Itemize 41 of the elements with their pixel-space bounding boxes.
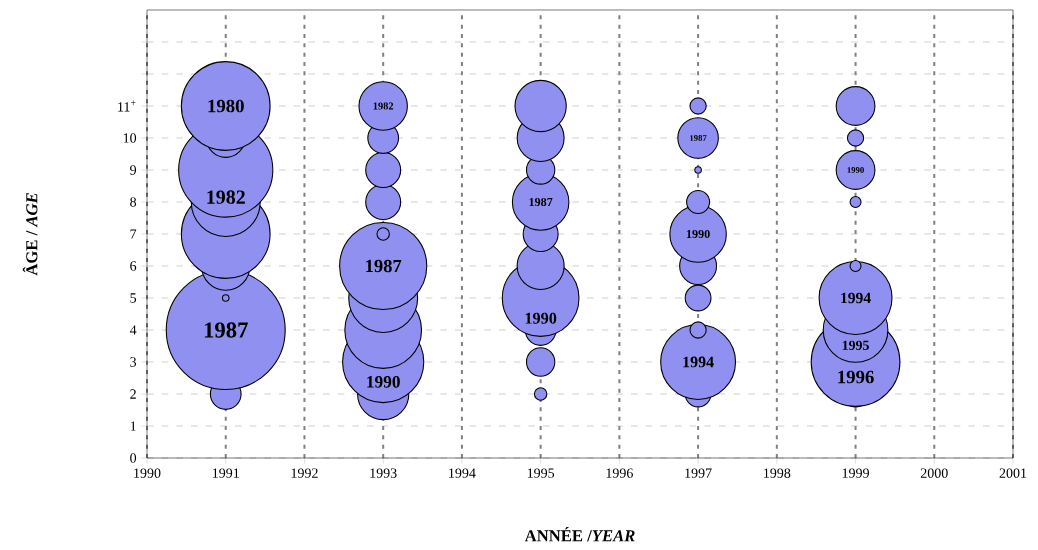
y-tick-label: 6 — [130, 261, 137, 271]
y-tick-label: 0 — [130, 453, 137, 463]
y-tick-label: 9 — [130, 165, 137, 175]
x-tick-label: 1990 — [134, 468, 161, 478]
y-tick-label: 8 — [130, 197, 137, 207]
annotation: 1987 — [204, 322, 248, 338]
annotation: 1982 — [373, 102, 394, 110]
annotation: 1987 — [366, 259, 402, 273]
x-tick-label: 1999 — [842, 468, 869, 478]
y-tick-label: 5 — [130, 293, 137, 303]
annotation: 1987 — [529, 197, 553, 207]
y-axis-title: ÂGE / AGE — [22, 193, 38, 276]
annotation: 1980 — [208, 99, 244, 113]
y-tick-label: 2 — [130, 389, 136, 399]
x-tick-label: 1997 — [685, 468, 712, 478]
x-tick-label: 1992 — [291, 468, 318, 478]
annotation: 1990 — [367, 376, 400, 388]
x-tick-label: 1995 — [527, 468, 555, 478]
annotation: 1990 — [686, 229, 710, 239]
annotation: 1996 — [838, 370, 874, 384]
x-tick-label: 1994 — [449, 468, 476, 478]
y-tick-label: 10 — [123, 133, 137, 143]
x-tick-label: 2001 — [999, 468, 1027, 478]
x-tick-label: 1991 — [212, 468, 239, 478]
annotation: 1987 — [690, 135, 707, 141]
x-tick-label: 1998 — [764, 468, 791, 478]
x-tick-label: 1996 — [606, 468, 633, 478]
y-tick-label: 4 — [129, 325, 137, 335]
annotation: 1990 — [525, 312, 557, 324]
annotation: 1990 — [847, 167, 864, 173]
x-tick-label: 1993 — [370, 468, 397, 478]
y-tick-label: 7 — [130, 229, 137, 239]
y-tick-label: 3 — [130, 357, 137, 367]
annotation: 1994 — [841, 292, 871, 304]
x-axis-title: ANNÉE /YEAR — [524, 526, 635, 542]
y-tick-label: 1 — [130, 421, 136, 431]
annotation: 1994 — [683, 356, 714, 368]
annotation: 1982 — [207, 190, 245, 204]
y-tick-label: 11$^{+}$ — [118, 100, 136, 112]
annotation: 1995 — [842, 340, 869, 350]
x-tick-label: 2000 — [920, 468, 948, 478]
